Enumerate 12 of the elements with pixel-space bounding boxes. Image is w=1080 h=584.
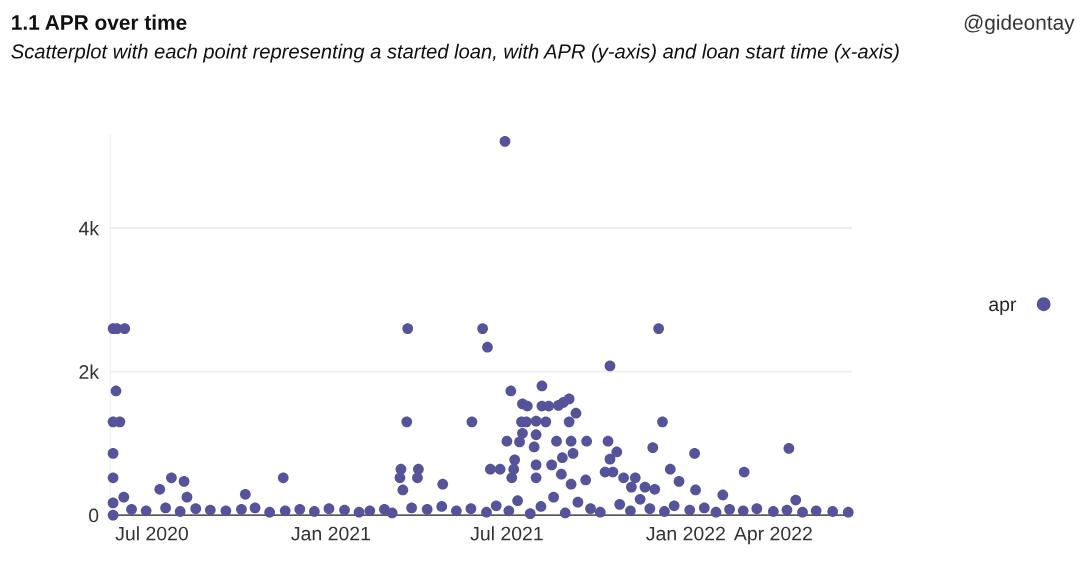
- x-tick-label: Jul 2020: [115, 526, 188, 541]
- x-tick-label: Jan 2022: [646, 526, 725, 541]
- chart-subtitle: Scatterplot with each point representing a started loan, with APR (y-axis) and loan start time (x-axis): [11, 43, 899, 63]
- x-tick-label: Jan 2021: [291, 526, 370, 541]
- y-tick-label: 2k: [79, 364, 100, 379]
- text: @gideontay: [964, 14, 1075, 35]
- x-tick-label: Apr 2022: [733, 526, 812, 545]
- y-tick-label: 0: [89, 508, 99, 523]
- chart-title: 1.1 APR over time: [12, 14, 187, 30]
- legend-label: apr: [989, 300, 1017, 316]
- x-tick-label: Jul 2021: [470, 526, 543, 541]
- y-tick-label: 4k: [78, 221, 100, 236]
